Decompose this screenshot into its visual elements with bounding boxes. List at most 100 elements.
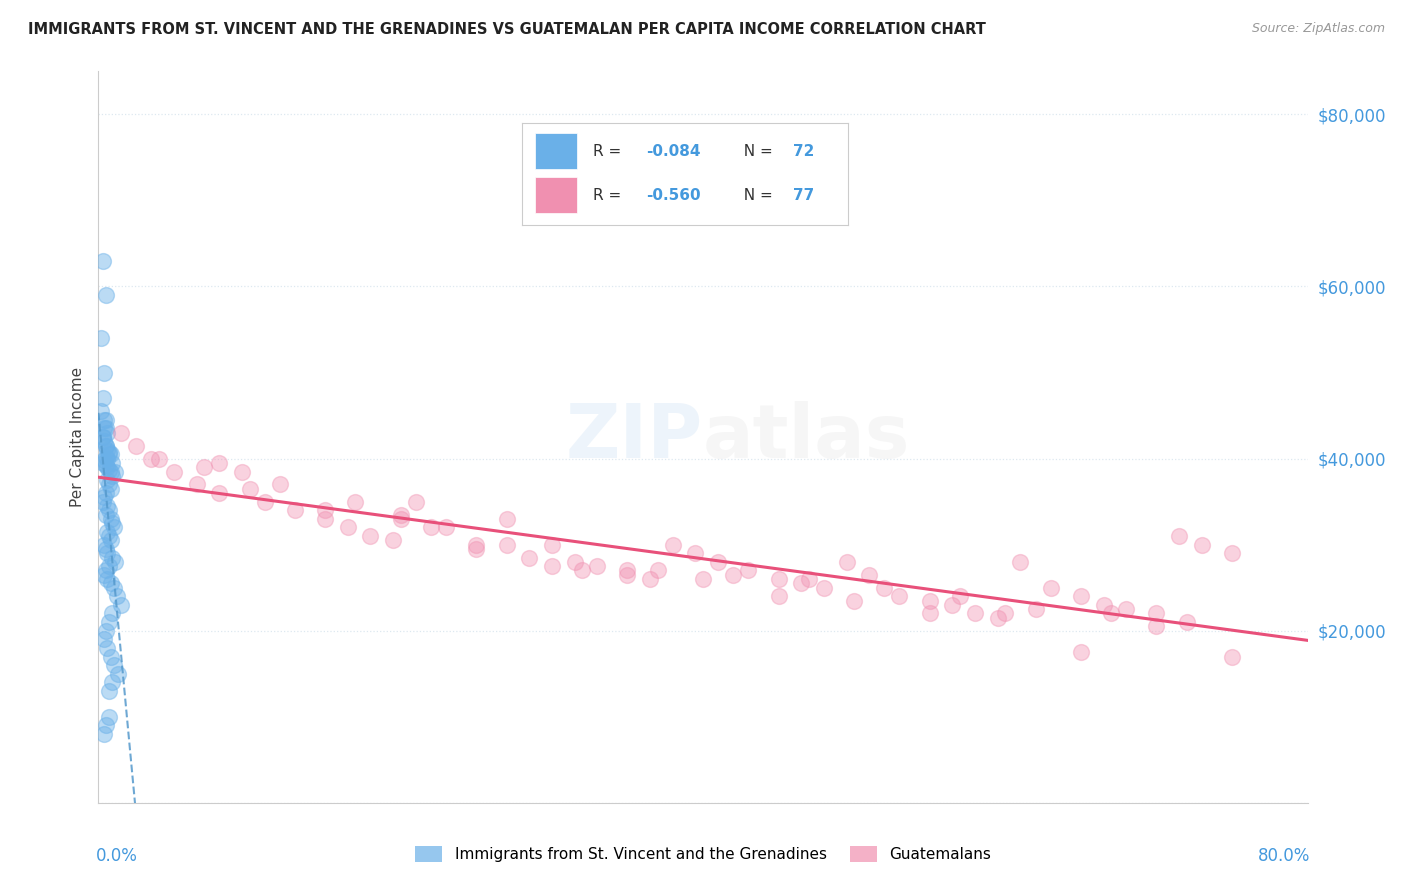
Point [105, 589, 128, 603]
Point [163, 465, 186, 479]
Point [100, 649, 122, 664]
Point [101, 550, 124, 565]
Point [93, 538, 115, 552]
Point [835, 555, 858, 569]
Point [91, 430, 114, 444]
Point [91, 456, 114, 470]
Point [994, 607, 1017, 621]
Point [540, 538, 562, 552]
Point [1146, 619, 1168, 633]
Point [1092, 598, 1115, 612]
Point [692, 572, 714, 586]
Point [98, 444, 121, 458]
Point [314, 503, 336, 517]
Point [94, 486, 117, 500]
Point [1024, 602, 1046, 616]
Point [90, 404, 112, 418]
Point [93, 491, 115, 505]
Point [638, 572, 661, 586]
Point [1039, 581, 1062, 595]
Point [125, 439, 148, 453]
Point [616, 567, 638, 582]
Point [647, 564, 669, 578]
Point [90, 331, 112, 345]
Point [98, 710, 121, 724]
Point [1168, 529, 1191, 543]
Point [434, 520, 457, 534]
Point [101, 516, 124, 530]
Point [94, 458, 117, 473]
Point [94, 564, 117, 578]
Point [193, 460, 215, 475]
Point [101, 456, 124, 470]
Point [98, 463, 121, 477]
Point [141, 451, 163, 466]
Point [768, 572, 790, 586]
Text: IMMIGRANTS FROM ST. VINCENT AND THE GRENADINES VS GUATEMALAN PER CAPITA INCOME C: IMMIGRANTS FROM ST. VINCENT AND THE GREN… [28, 22, 986, 37]
Point [96, 546, 118, 560]
Text: atlas: atlas [703, 401, 910, 474]
Point [98, 615, 121, 629]
Point [495, 512, 517, 526]
Point [465, 541, 488, 556]
Point [685, 546, 707, 560]
Point [148, 451, 170, 466]
Point [1070, 645, 1092, 659]
Point [858, 567, 880, 582]
Point [987, 611, 1010, 625]
Y-axis label: Per Capita Income: Per Capita Income [69, 367, 84, 508]
Point [94, 439, 117, 453]
Point [98, 559, 121, 574]
Point [1115, 602, 1137, 616]
Point [94, 421, 117, 435]
Point [737, 564, 759, 578]
Point [918, 593, 941, 607]
Point [1220, 649, 1243, 664]
Point [91, 392, 114, 406]
Point [94, 413, 117, 427]
Point [284, 503, 307, 517]
Point [941, 598, 963, 612]
Point [707, 555, 730, 569]
Text: 80.0%: 80.0% [1257, 847, 1310, 864]
Point [1099, 607, 1122, 621]
Text: ZIP: ZIP [565, 401, 703, 474]
Point [98, 447, 121, 461]
Point [616, 564, 638, 578]
Point [208, 456, 231, 470]
Point [873, 581, 896, 595]
Point [103, 581, 125, 595]
Point [208, 486, 231, 500]
Point [389, 508, 412, 522]
Point [495, 538, 517, 552]
Point [96, 451, 118, 466]
Point [101, 675, 124, 690]
Point [1175, 615, 1198, 629]
Point [94, 439, 117, 453]
Point [96, 572, 118, 586]
Point [94, 288, 117, 302]
Point [96, 499, 118, 513]
Point [723, 567, 745, 582]
Point [96, 524, 118, 539]
Point [382, 533, 405, 548]
Point [100, 576, 122, 591]
Point [91, 430, 114, 444]
Point [100, 482, 122, 496]
Point [1220, 546, 1243, 560]
Point [110, 425, 132, 440]
Legend: Immigrants from St. Vincent and the Grenadines, Guatemalans: Immigrants from St. Vincent and the Gren… [409, 840, 997, 868]
Point [918, 607, 941, 621]
Text: Source: ZipAtlas.com: Source: ZipAtlas.com [1251, 22, 1385, 36]
Point [107, 666, 129, 681]
Point [93, 366, 115, 380]
Point [100, 447, 122, 461]
Point [405, 494, 427, 508]
Point [104, 465, 127, 479]
Point [389, 512, 412, 526]
Point [100, 512, 122, 526]
Point [94, 718, 117, 732]
Point [94, 450, 117, 464]
Point [98, 684, 121, 698]
Text: 0.0%: 0.0% [96, 847, 138, 864]
